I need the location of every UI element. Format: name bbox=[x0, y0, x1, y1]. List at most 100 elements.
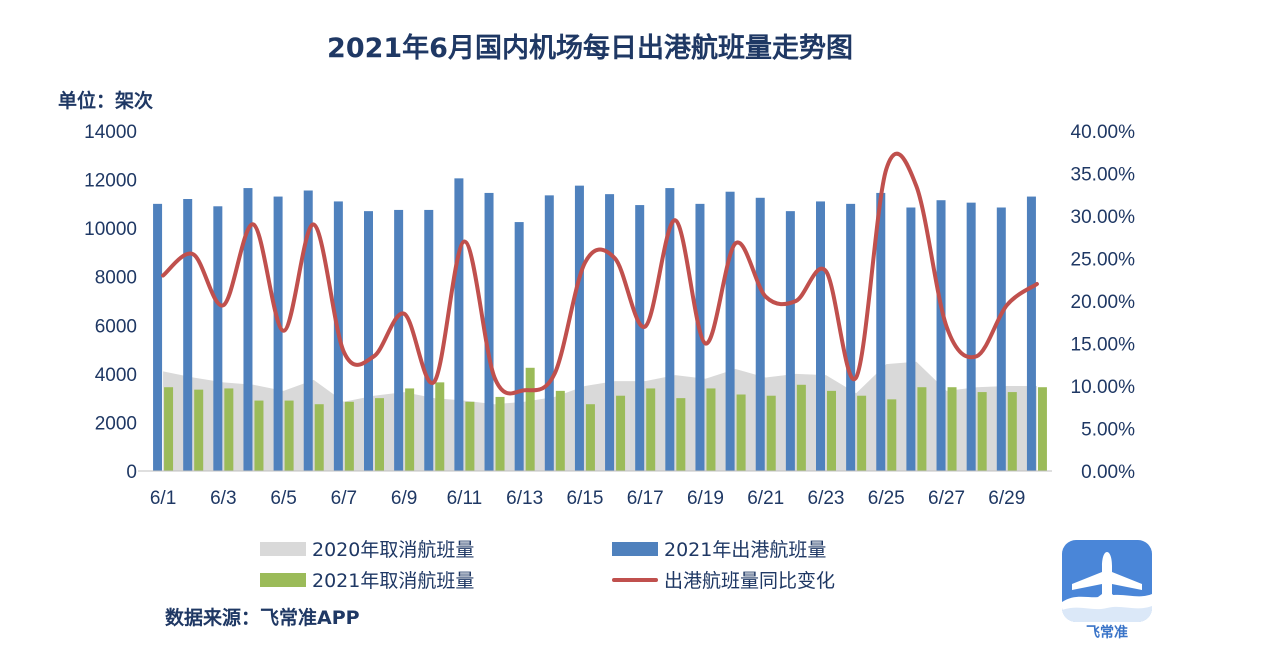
x-tick-label: 6/15 bbox=[566, 488, 603, 509]
bar-2021-cancelled bbox=[616, 395, 626, 471]
bar-2021-departures bbox=[605, 194, 615, 471]
bar-2021-departures bbox=[725, 191, 735, 471]
legend-label-yoy-change: 出港航班量同比变化 bbox=[664, 570, 836, 592]
x-tick-label: 6/21 bbox=[747, 488, 784, 509]
bar-2021-cancelled bbox=[435, 382, 445, 471]
bar-2021-cancelled bbox=[495, 396, 505, 471]
bar-2021-departures bbox=[936, 200, 946, 471]
bar-2021-departures bbox=[364, 211, 373, 471]
x-tick-label: 6/9 bbox=[391, 488, 417, 509]
line-yoy-change bbox=[161, 151, 1039, 396]
y-tick-label-left: 12000 bbox=[84, 171, 137, 192]
bar-2021-cancelled bbox=[284, 400, 294, 471]
legend-swatch-yoy-change bbox=[612, 577, 658, 582]
x-tick-label: 6/23 bbox=[808, 488, 845, 509]
legend-swatch-2021-departures bbox=[612, 541, 658, 556]
bar-2021-cancelled bbox=[646, 388, 656, 471]
bar-2021-departures bbox=[454, 178, 464, 471]
x-tick-label: 6/27 bbox=[928, 488, 965, 509]
x-tick-label: 6/11 bbox=[447, 488, 483, 509]
x-tick-label: 6/17 bbox=[627, 488, 664, 509]
y-tick-label-right: 20.00% bbox=[1071, 292, 1136, 313]
y-tick-label-right: 35.00% bbox=[1071, 165, 1136, 186]
legend-item-2021-cancelled: 2021年取消航班量 bbox=[260, 566, 474, 593]
y-tick-label-right: 25.00% bbox=[1071, 250, 1136, 271]
bar-2021-cancelled bbox=[224, 388, 234, 471]
x-tick-label: 6/7 bbox=[331, 488, 357, 509]
bar-2021-cancelled bbox=[405, 388, 415, 471]
y-tick-label-right: 5.00% bbox=[1081, 420, 1135, 441]
bar-2021-departures bbox=[876, 192, 886, 471]
data-source-note: 数据来源：飞常准APP bbox=[165, 607, 360, 629]
bar-2021-cancelled bbox=[887, 399, 897, 471]
chart-title: 2021年6月国内机场每日出港航班量走势图 bbox=[327, 33, 853, 64]
legend-item-2020-cancelled: 2020年取消航班量 bbox=[260, 535, 474, 562]
bar-2021-departures bbox=[816, 201, 825, 471]
legend-label-2021-cancelled: 2021年取消航班量 bbox=[312, 570, 475, 592]
bar-2021-departures bbox=[243, 188, 253, 472]
legend-item-2021-departures: 2021年出港航班量 bbox=[612, 535, 826, 562]
y-tick-label-left: 10000 bbox=[84, 219, 137, 240]
x-tick-label: 6/29 bbox=[988, 488, 1025, 509]
x-tick-label: 6/5 bbox=[270, 488, 296, 509]
legend-swatch-2020-cancelled bbox=[260, 541, 306, 556]
airplane-icon bbox=[1062, 552, 1152, 622]
bar-2021-departures bbox=[303, 190, 313, 471]
x-tick-label: 6/19 bbox=[687, 488, 724, 509]
x-tick-label: 6/1 bbox=[150, 488, 176, 509]
y-tick-label-left: 4000 bbox=[95, 365, 137, 386]
bar-2021-cancelled bbox=[164, 387, 174, 471]
bar-2021-departures bbox=[484, 192, 494, 471]
bar-2021-cancelled bbox=[766, 395, 776, 471]
bar-2021-departures bbox=[544, 195, 554, 471]
bar-2021-departures bbox=[755, 197, 765, 472]
bar-2021-cancelled bbox=[977, 392, 987, 471]
y-tick-label-left: 2000 bbox=[95, 413, 137, 434]
bar-2021-departures bbox=[514, 222, 524, 471]
bar-2021-cancelled bbox=[555, 390, 565, 471]
bar-2021-cancelled bbox=[706, 388, 716, 471]
bar-2021-cancelled bbox=[344, 401, 354, 471]
x-tick-label: 6/25 bbox=[868, 488, 905, 509]
x-tick-label: 6/13 bbox=[506, 488, 543, 509]
bar-2021-cancelled bbox=[1037, 387, 1047, 471]
bar-2021-cancelled bbox=[585, 404, 595, 471]
bar-2021-cancelled bbox=[796, 384, 806, 471]
bar-2021-departures bbox=[906, 207, 916, 471]
bar-2021-cancelled bbox=[676, 398, 686, 471]
legend-label-2020-cancelled: 2020年取消航班量 bbox=[312, 539, 475, 561]
legend-item-yoy-change: 出港航班量同比变化 bbox=[612, 566, 835, 593]
bar-2021-departures bbox=[574, 185, 584, 471]
y-tick-label-left: 0 bbox=[126, 462, 137, 483]
bar-2021-departures bbox=[785, 211, 795, 471]
bar-2021-departures bbox=[966, 202, 976, 471]
bar-2021-cancelled bbox=[194, 389, 204, 471]
bar-2021-departures bbox=[273, 196, 283, 472]
bar-2021-cancelled bbox=[736, 394, 746, 471]
y-tick-label-right: 0.00% bbox=[1081, 462, 1135, 483]
bar-2021-departures bbox=[846, 203, 856, 471]
bar-2021-cancelled bbox=[465, 401, 475, 471]
y-axis-unit-label: 单位：架次 bbox=[58, 90, 154, 112]
y-tick-label-left: 6000 bbox=[95, 316, 137, 337]
bar-2021-departures bbox=[1026, 196, 1036, 472]
y-tick-label-right: 15.00% bbox=[1071, 335, 1136, 356]
bar-2021-cancelled bbox=[254, 400, 264, 471]
bar-2021-departures bbox=[153, 203, 163, 471]
bar-2021-cancelled bbox=[827, 390, 836, 471]
bar-2021-cancelled bbox=[1007, 392, 1017, 471]
logo-caption: 飞常准 bbox=[1086, 625, 1128, 641]
bar-2021-cancelled bbox=[917, 387, 927, 471]
legend-label-2021-departures: 2021年出港航班量 bbox=[664, 539, 827, 561]
bar-2021-departures bbox=[665, 188, 675, 472]
y-tick-label-right: 10.00% bbox=[1071, 377, 1136, 398]
bar-2021-cancelled bbox=[375, 398, 384, 471]
bar-2021-departures bbox=[635, 205, 645, 472]
area-2020-cancelled bbox=[163, 361, 1037, 471]
y-tick-label-right: 40.00% bbox=[1071, 122, 1136, 143]
y-tick-label-left: 14000 bbox=[84, 122, 137, 143]
legend-swatch-2021-cancelled bbox=[260, 572, 306, 587]
bar-2021-departures bbox=[394, 209, 404, 471]
bar-2021-departures bbox=[213, 206, 223, 472]
